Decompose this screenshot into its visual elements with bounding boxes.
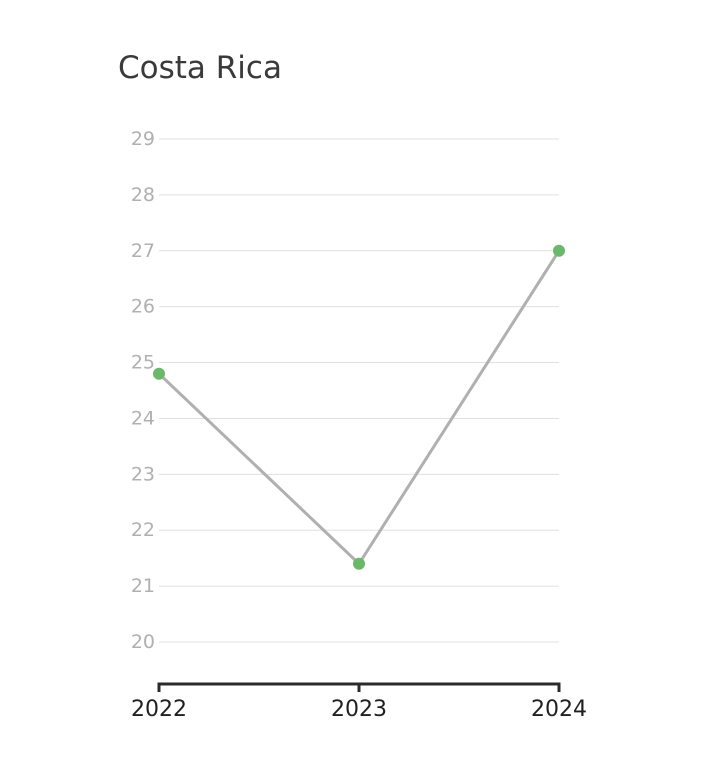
- x-tick-label: 2023: [331, 697, 387, 722]
- series-line: [157, 249, 561, 567]
- y-tick-label: 29: [131, 128, 155, 150]
- data-points: [153, 244, 565, 570]
- y-tick-label: 24: [131, 407, 155, 429]
- y-tick-label: 26: [131, 296, 155, 318]
- y-tick-label: 28: [131, 184, 155, 206]
- series-line-group: [157, 249, 561, 567]
- x-axis: 2022 2023 2024: [131, 682, 587, 722]
- y-tick-label: 23: [131, 463, 155, 485]
- grid-lines: [159, 138, 559, 643]
- data-point[interactable]: [153, 367, 165, 380]
- y-tick-label: 22: [131, 519, 155, 541]
- x-tick-label: 2024: [531, 697, 587, 722]
- y-tick-label: 27: [131, 240, 155, 262]
- y-tick-label: 21: [131, 575, 155, 597]
- x-tick-label: 2022: [131, 697, 187, 722]
- data-point[interactable]: [353, 557, 365, 570]
- chart-title: Costa Rica: [118, 50, 282, 86]
- y-axis-tick-labels: 20 21 22 23 24 25 26 27 28 29: [131, 128, 155, 653]
- data-point[interactable]: [553, 244, 565, 257]
- y-tick-label: 20: [131, 631, 155, 653]
- y-tick-label: 25: [131, 352, 155, 374]
